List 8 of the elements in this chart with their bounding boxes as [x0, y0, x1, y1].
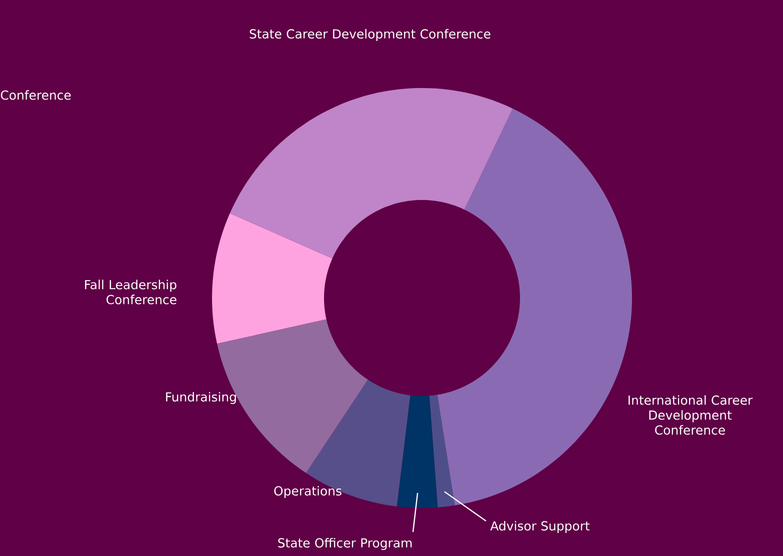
slice-label: Operations	[274, 486, 342, 498]
slice-label: State Career Development Conference	[250, 28, 490, 42]
slice-label: International Career Development Conference	[628, 395, 753, 435]
slice-label: Fall Leadership Conference	[85, 280, 176, 304]
slice-label: State Officer Program	[278, 538, 412, 550]
text: Conference	[0, 90, 71, 100]
slice-label: Advisor Support	[490, 520, 590, 534]
slice-label: Fundraising	[166, 392, 236, 404]
